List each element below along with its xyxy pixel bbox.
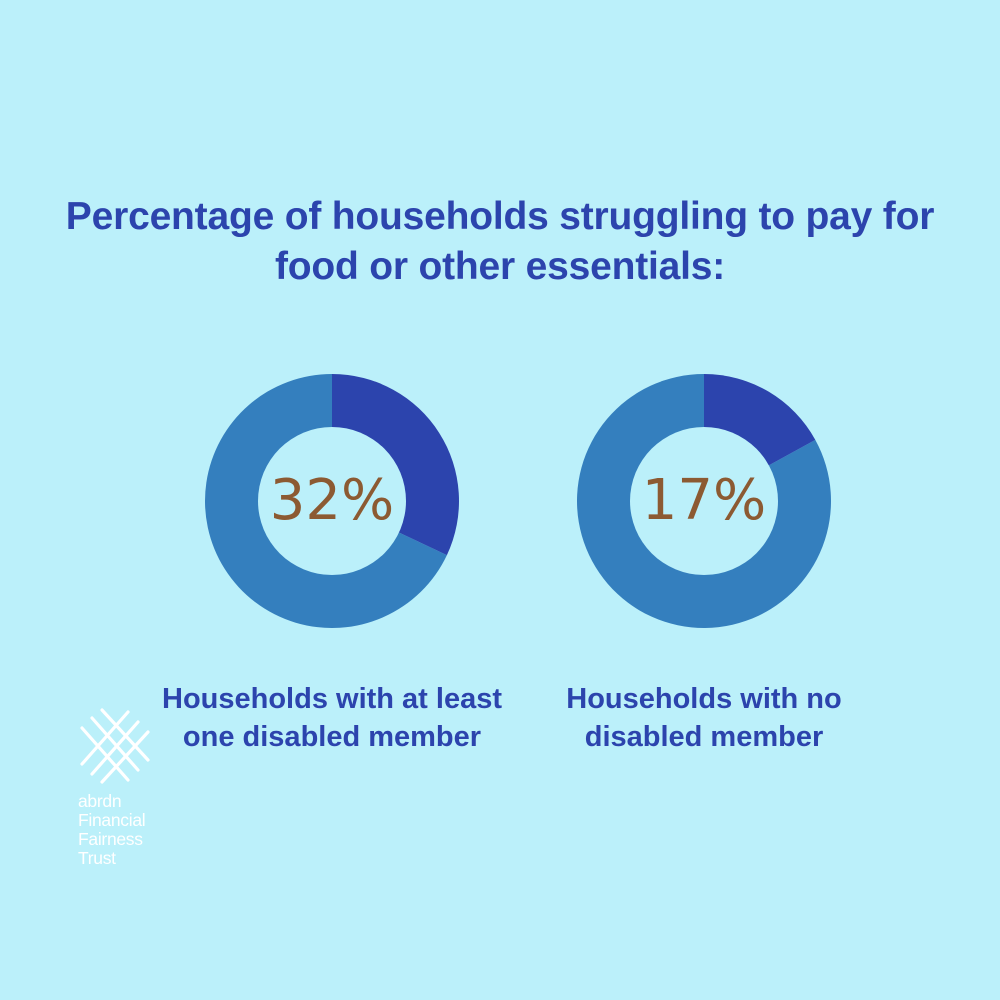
logo-line: Trust <box>78 848 116 868</box>
donut-value-label: 32% <box>269 468 395 533</box>
crossed-lines-logo-icon <box>80 708 150 784</box>
category-label: Households with at least one disabled me… <box>162 683 502 753</box>
donut-chart-disabled-member: 32% <box>205 374 459 628</box>
donut-value-label: 17% <box>641 468 767 533</box>
donut-hole <box>258 427 406 575</box>
logo-line: abrdn <box>78 791 122 811</box>
donut-chart-svg <box>577 374 831 628</box>
donut-chart-svg <box>205 374 459 628</box>
category-label: Households with no disabled member <box>566 683 842 753</box>
donut-hole <box>630 427 778 575</box>
donut-chart-no-disabled-member: 17% <box>577 374 831 628</box>
chart-title: Percentage of households struggling to p… <box>65 195 935 288</box>
logo-line: Fairness <box>78 829 143 849</box>
logo-wordmark: abrdn Financial Fairness Trust <box>78 791 146 868</box>
logo-line: Financial <box>78 810 146 830</box>
